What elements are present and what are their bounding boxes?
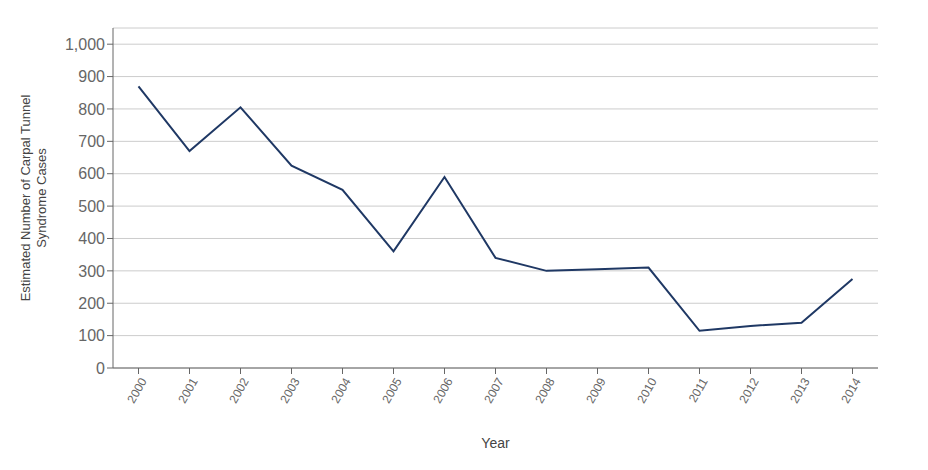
svg-text:2005: 2005 [379,375,405,405]
svg-text:2012: 2012 [736,375,762,405]
svg-text:2014: 2014 [838,375,864,405]
svg-text:900: 900 [78,68,105,85]
svg-text:2007: 2007 [481,375,507,405]
svg-text:700: 700 [78,133,105,150]
svg-text:400: 400 [78,230,105,247]
svg-text:2000: 2000 [124,375,150,405]
svg-text:2004: 2004 [328,375,354,405]
svg-text:500: 500 [78,198,105,215]
svg-text:200: 200 [78,295,105,312]
svg-text:800: 800 [78,101,105,118]
svg-text:300: 300 [78,263,105,280]
svg-text:2013: 2013 [787,375,813,405]
svg-text:Year: Year [481,435,510,451]
svg-text:2009: 2009 [583,375,609,405]
svg-text:2002: 2002 [226,375,252,405]
svg-text:0: 0 [96,360,105,377]
svg-text:1,000: 1,000 [65,36,105,53]
svg-text:Estimated Number of Carpal Tun: Estimated Number of Carpal TunnelSyndrom… [18,95,49,302]
svg-text:2003: 2003 [277,375,303,405]
svg-text:2006: 2006 [430,375,456,405]
svg-text:2010: 2010 [634,375,660,405]
svg-text:2008: 2008 [532,375,558,405]
svg-text:2011: 2011 [686,375,711,405]
svg-text:2001: 2001 [175,375,201,405]
svg-text:600: 600 [78,165,105,182]
svg-text:100: 100 [78,327,105,344]
